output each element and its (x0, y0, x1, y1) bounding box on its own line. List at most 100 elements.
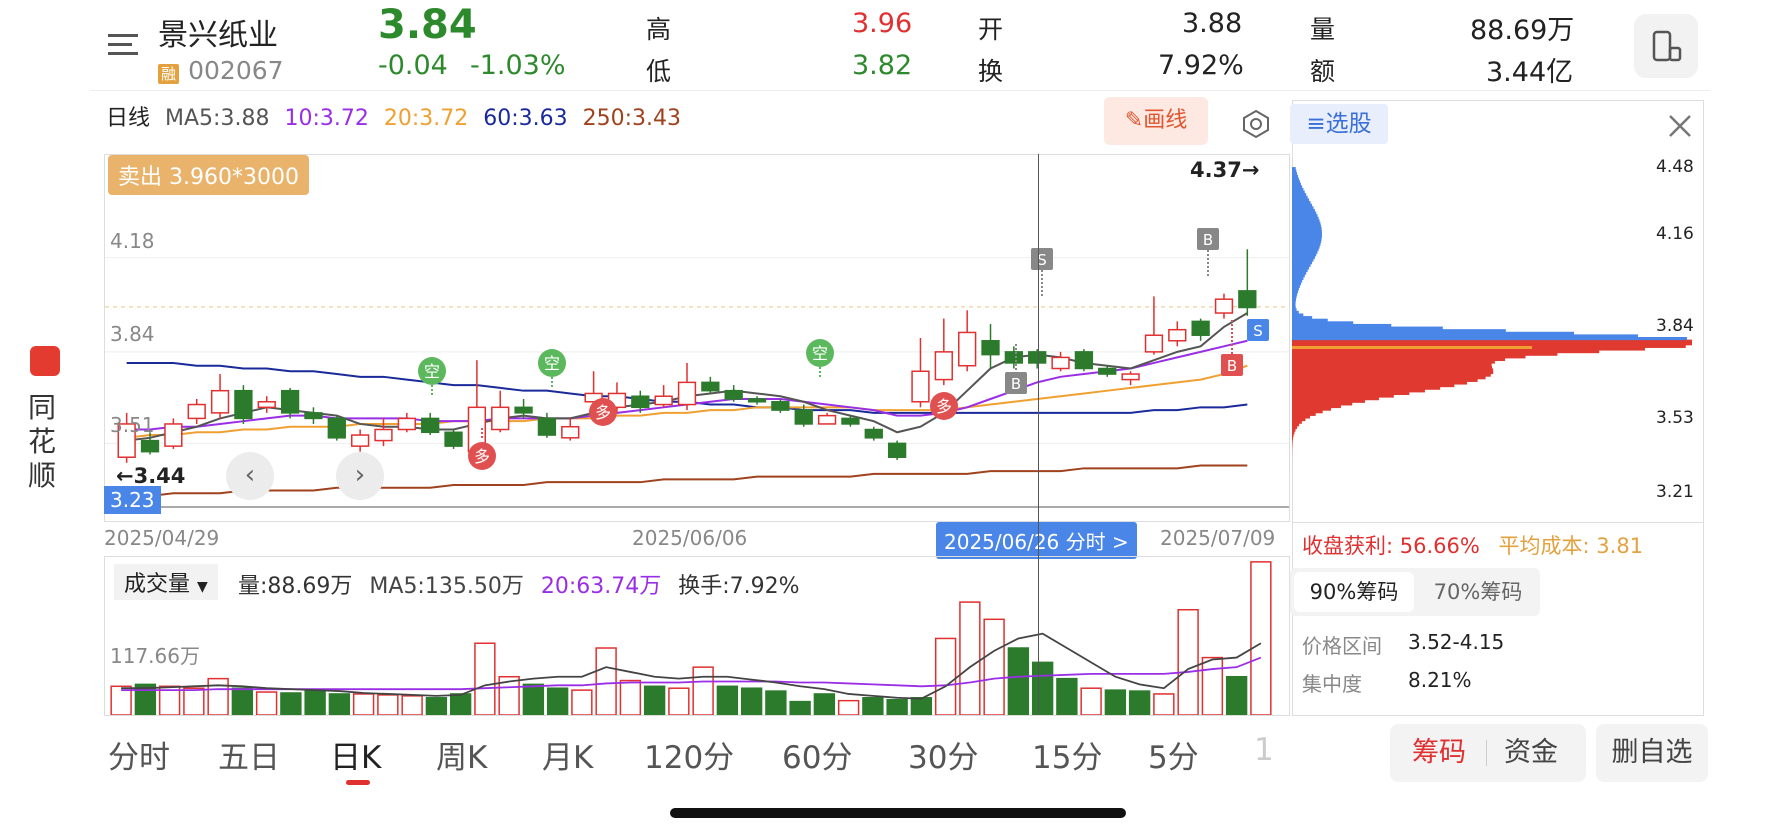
candle (841, 415, 860, 427)
signal-b-3-label: B (1227, 357, 1237, 375)
tab-30min[interactable]: 30分 (908, 740, 979, 776)
candle (327, 415, 346, 441)
chip-bar (1292, 355, 1526, 359)
candle (467, 360, 487, 458)
chip-bar (1292, 297, 1297, 301)
chip-bar (1292, 438, 1293, 443)
tab-weekly-k[interactable]: 周K (436, 740, 488, 776)
draw-line-button[interactable]: ✎画线 (1104, 97, 1208, 145)
volume-bar (1056, 677, 1078, 715)
candle-body (934, 351, 953, 381)
volume-bar (1080, 687, 1102, 715)
landscape-toggle-button[interactable] (1634, 14, 1698, 78)
tab-intraday[interactable]: 分时 (108, 740, 170, 776)
tab-five-day[interactable]: 五日 (218, 740, 280, 776)
volume-chart[interactable] (104, 556, 1290, 716)
candle (397, 412, 416, 433)
candle-body (1238, 290, 1257, 309)
volume-bar (1128, 690, 1151, 715)
ma5-label: MA5:3.88 (165, 106, 270, 131)
stock-name: 景兴纸业 (158, 18, 278, 53)
candlestick-chart[interactable] (104, 154, 1290, 522)
chip-bar (1292, 373, 1491, 377)
tab-90-chips[interactable]: 90%筹码 (1294, 572, 1414, 612)
chip-bar (1292, 308, 1297, 312)
chip-bar (1292, 172, 1298, 176)
date-label-2: 2025/06/06 (632, 526, 748, 550)
ma-legend: 日线 MA5:3.88 10:3.72 20:3.72 60:3.63 250:… (106, 100, 681, 132)
turnover-label: 换 (978, 57, 1004, 86)
tab-60min[interactable]: 60分 (782, 740, 853, 776)
close-icon[interactable] (1666, 112, 1694, 144)
chip-bar (1292, 407, 1332, 411)
volume-bar (837, 699, 860, 715)
candle-body (1121, 373, 1140, 381)
tab-1min[interactable]: 1 (1254, 732, 1274, 768)
tab-5min[interactable]: 5分 (1148, 740, 1199, 776)
chip-bar (1292, 266, 1310, 270)
chip-bar (1292, 431, 1295, 435)
scroll-right-button[interactable]: › (336, 452, 384, 500)
concentration-label: 集中度 (1302, 672, 1362, 696)
chip-bar (1292, 415, 1310, 419)
selected-date-pill[interactable]: 2025/06/26 分时 > (936, 522, 1137, 559)
scroll-left-button[interactable]: ‹ (226, 452, 274, 500)
chip-bar (1292, 240, 1322, 244)
candle (1051, 351, 1070, 372)
chip-bar (1292, 250, 1318, 254)
candle-body (304, 412, 323, 420)
candle (421, 412, 440, 436)
candle-body (654, 395, 673, 406)
stock-picker-button[interactable]: ≡选股 (1290, 104, 1388, 144)
volume-bar (716, 685, 739, 715)
toggle-divider (1486, 740, 1487, 766)
menu-icon[interactable] (108, 28, 138, 61)
volume-bar (910, 697, 933, 715)
price-change: -0.04 (378, 50, 448, 81)
candle-body (1098, 367, 1117, 375)
avg-cost-label: 平均成本: (1498, 534, 1590, 558)
chip-bar (1292, 216, 1319, 220)
candle-body (701, 381, 720, 392)
volume-indicator-selector[interactable]: 成交量 ▼ (114, 564, 218, 600)
sell-order-tag[interactable]: 卖出 3.960*3000 (108, 155, 309, 195)
chip-bar (1292, 360, 1495, 364)
tab-70-chips[interactable]: 70%筹码 (1433, 580, 1523, 604)
candle (724, 385, 743, 402)
chip-bar (1292, 378, 1478, 382)
chip-bar (1292, 391, 1410, 396)
ma20-label: 20:3.72 (383, 106, 469, 131)
volume-bar (1177, 608, 1199, 715)
tab-15min[interactable]: 15分 (1032, 740, 1103, 776)
chip-bar (1292, 321, 1354, 325)
tab-monthly-k[interactable]: 月K (542, 740, 594, 776)
tab-120min[interactable]: 120分 (644, 740, 735, 776)
funds-button[interactable]: 资金 (1504, 737, 1558, 768)
signal-s-1: S (1030, 248, 1054, 304)
chip-bar (1292, 289, 1299, 294)
candle-body (1168, 328, 1187, 342)
volume-bar (352, 693, 375, 715)
signal-kong-2: 空 (536, 348, 568, 392)
signal-duo-1: 多 (466, 428, 498, 476)
chip-bar (1292, 412, 1316, 416)
ma250-label: 250:3.43 (582, 106, 682, 131)
candle-body (794, 409, 813, 425)
chip-bar (1292, 310, 1299, 314)
candle-body (514, 406, 533, 414)
chip-bar (1292, 384, 1455, 388)
chip-bar (1292, 258, 1314, 262)
candle (1098, 365, 1117, 377)
date-label-3: 2025/07/09 (1160, 526, 1276, 550)
chip-bar (1292, 269, 1308, 273)
volume-selector-label: 成交量 (124, 572, 191, 597)
chart-settings-icon[interactable] (1240, 108, 1272, 144)
tab-daily-k[interactable]: 日K (330, 740, 382, 776)
chip-bar (1292, 334, 1639, 338)
chips-button[interactable]: 筹码 (1412, 737, 1466, 768)
remove-watchlist-button[interactable]: 删自选 (1596, 724, 1708, 782)
candle-body (117, 423, 136, 458)
signal-kong-1: 空 (416, 356, 448, 400)
chip-bar (1292, 195, 1308, 199)
volume-bar (304, 689, 326, 715)
